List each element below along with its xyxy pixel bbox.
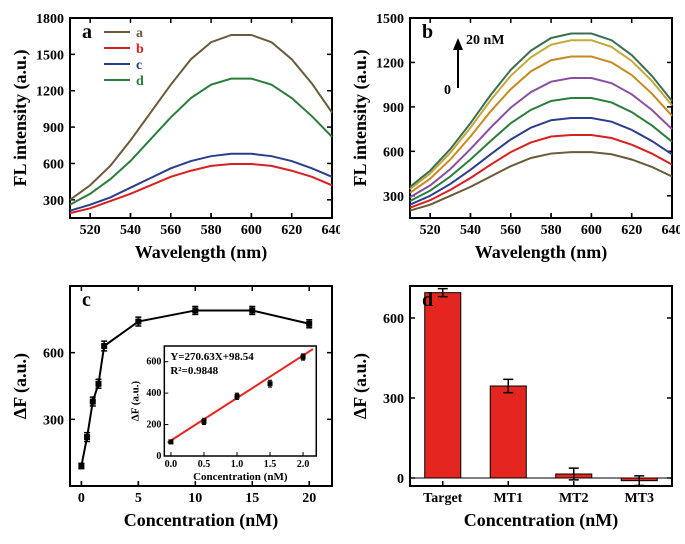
svg-text:1200: 1200 [376, 56, 404, 71]
svg-text:1.0: 1.0 [231, 459, 244, 470]
svg-text:1200: 1200 [36, 85, 64, 100]
series-d [70, 79, 332, 205]
svg-text:900: 900 [383, 101, 404, 116]
series-b [70, 164, 332, 213]
svg-text:ΔF (a.u.): ΔF (a.u.) [10, 353, 31, 419]
svg-text:540: 540 [120, 223, 141, 238]
marker [101, 343, 107, 349]
svg-text:0: 0 [397, 472, 404, 487]
svg-text:a: a [136, 26, 143, 41]
svg-text:1800: 1800 [36, 12, 64, 27]
marker [84, 434, 90, 440]
svg-text:580: 580 [201, 223, 222, 238]
svg-text:a: a [82, 21, 92, 43]
svg-text:MT1: MT1 [493, 491, 523, 506]
svg-text:d: d [136, 74, 144, 89]
svg-text:0: 0 [444, 83, 451, 98]
svg-text:Wavelength (nm): Wavelength (nm) [135, 242, 268, 263]
svg-text:600: 600 [146, 357, 161, 368]
svg-text:20 nM: 20 nM [466, 33, 505, 48]
svg-text:0.0: 0.0 [165, 459, 178, 470]
panel-a-svg: 520 540 560 580 600 620 640 300 600 900 1200 1500 18… [8, 8, 340, 264]
svg-text:Concentration (nM): Concentration (nM) [464, 510, 618, 531]
svg-text:R²=0.9848: R²=0.9848 [170, 365, 218, 377]
arrow-head-icon [453, 38, 463, 50]
panel-d-svg: 0 300 600 Target MT1 MT2 MT3 d Concentration (nM… [348, 276, 680, 532]
bar-MT1 [490, 386, 526, 478]
series-a [70, 35, 332, 200]
bar-Target [425, 293, 461, 478]
panel-b-svg: 520 540 560 580 600 620 640 300 600 900 1200 1500 b 2… [348, 8, 680, 264]
panel-a: 520 540 560 580 600 620 640 300 600 900 1200 1500 18… [8, 8, 340, 268]
svg-text:580: 580 [541, 223, 562, 238]
marker [90, 399, 96, 405]
svg-text:400: 400 [146, 388, 161, 399]
panel-c: 0 5 10 15 20 300 600 c Concentration (nM) ΔF (a.u… [8, 276, 340, 536]
svg-text:b: b [136, 42, 144, 57]
marker [135, 319, 141, 325]
marker [95, 381, 101, 387]
svg-text:0: 0 [78, 491, 85, 506]
svg-text:ΔF (a.u.): ΔF (a.u.) [129, 380, 141, 421]
svg-text:520: 520 [80, 223, 101, 238]
svg-text:1.5: 1.5 [264, 459, 277, 470]
svg-text:620: 620 [281, 223, 302, 238]
svg-text:0.5: 0.5 [198, 459, 211, 470]
svg-text:560: 560 [500, 223, 521, 238]
svg-text:600: 600 [241, 223, 262, 238]
svg-text:600: 600 [43, 157, 64, 172]
svg-text:600: 600 [383, 312, 404, 327]
svg-text:MT3: MT3 [624, 491, 654, 506]
svg-text:b: b [422, 21, 433, 43]
svg-text:FL intensity (a.u.): FL intensity (a.u.) [350, 49, 371, 186]
svg-text:540: 540 [460, 223, 481, 238]
svg-text:Concentration (nM): Concentration (nM) [124, 510, 278, 531]
svg-text:900: 900 [43, 121, 64, 136]
svg-text:300: 300 [43, 194, 64, 209]
svg-text:200: 200 [146, 420, 161, 431]
svg-text:300: 300 [383, 190, 404, 205]
svg-text:Y=270.63X+98.54: Y=270.63X+98.54 [170, 351, 254, 363]
svg-text:2.0: 2.0 [297, 459, 310, 470]
svg-text:c: c [82, 289, 91, 311]
marker [249, 307, 255, 313]
marker [78, 463, 84, 469]
svg-text:MT2: MT2 [559, 491, 589, 506]
svg-text:600: 600 [383, 145, 404, 160]
svg-text:640: 640 [662, 223, 681, 238]
figure-grid: 5205405605806006206403006009001200150018… [8, 8, 677, 536]
svg-text:1500: 1500 [376, 12, 404, 27]
panel-d: 0 300 600 Target MT1 MT2 MT3 d Concentration (nM… [348, 276, 680, 536]
svg-text:Concentration (nM): Concentration (nM) [193, 471, 288, 483]
svg-text:300: 300 [383, 392, 404, 407]
svg-text:c: c [136, 58, 142, 73]
marker [192, 307, 198, 313]
svg-text:560: 560 [160, 223, 181, 238]
svg-text:15: 15 [245, 491, 259, 506]
panel-b: 520 540 560 580 600 620 640 300 600 900 1200 1500 b 2… [348, 8, 680, 268]
marker [306, 321, 312, 327]
svg-text:1500: 1500 [36, 48, 64, 63]
svg-text:d: d [422, 289, 433, 311]
series-20 [410, 34, 672, 187]
svg-text:10: 10 [188, 491, 202, 506]
panel-c-svg: 0 5 10 15 20 300 600 c Concentration (nM) ΔF (a.u… [8, 276, 340, 532]
svg-text:FL intensity (a.u.): FL intensity (a.u.) [10, 49, 31, 186]
svg-text:Target: Target [423, 491, 462, 506]
svg-text:640: 640 [322, 223, 341, 238]
svg-text:20: 20 [302, 491, 316, 506]
svg-text:ΔF (a.u.): ΔF (a.u.) [350, 353, 371, 419]
svg-text:0: 0 [156, 451, 161, 462]
svg-text:620: 620 [621, 223, 642, 238]
svg-text:Wavelength (nm): Wavelength (nm) [475, 242, 608, 263]
svg-text:300: 300 [43, 413, 64, 428]
series-s6 [410, 40, 672, 189]
svg-text:600: 600 [43, 347, 64, 362]
svg-text:520: 520 [420, 223, 441, 238]
svg-text:600: 600 [581, 223, 602, 238]
svg-text:5: 5 [135, 491, 142, 506]
